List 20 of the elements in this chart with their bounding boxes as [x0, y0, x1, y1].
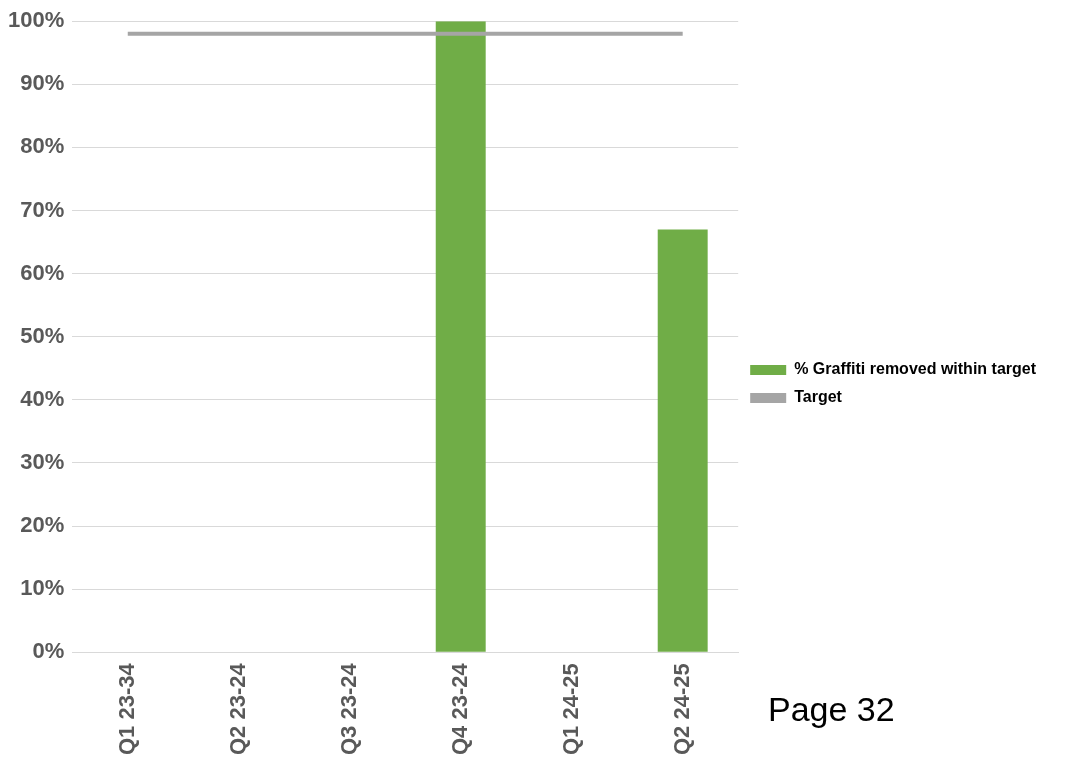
y-tick-label: 70% [20, 196, 65, 222]
y-tick-label: 90% [20, 70, 65, 96]
x-tick-label: Q1 23-34 [113, 662, 139, 756]
y-tick-label: 100% [7, 7, 65, 33]
legend-label: % Graffiti removed within target [794, 360, 1037, 378]
y-tick-label: 60% [20, 259, 65, 285]
x-tick-label: Q4 23-24 [446, 662, 472, 756]
x-tick-label: Q1 24-25 [557, 663, 583, 756]
y-tick-label: 10% [20, 575, 65, 601]
legend-label: Target [794, 388, 843, 406]
y-tick-label: 80% [20, 133, 65, 159]
x-tick-label: Q2 24-25 [668, 663, 694, 756]
y-tick-label: 30% [20, 449, 65, 475]
text: Page 32 [768, 690, 895, 729]
y-tick-label: 40% [20, 385, 65, 411]
x-tick-label: Q2 23-24 [224, 662, 250, 756]
x-tick-label: Q3 23-24 [335, 662, 361, 756]
y-tick-label: 50% [20, 322, 65, 348]
y-tick-label: 0% [32, 638, 65, 664]
y-tick-label: 20% [20, 512, 65, 538]
